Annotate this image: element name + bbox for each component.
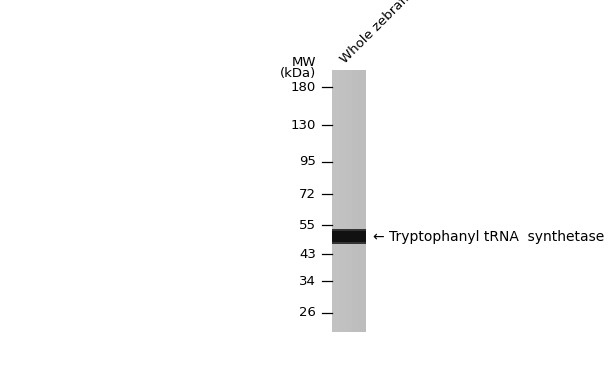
Bar <box>333 242 366 244</box>
Bar <box>333 229 366 231</box>
Bar <box>359 70 366 332</box>
Text: 72: 72 <box>299 188 316 201</box>
Text: 34: 34 <box>299 275 316 288</box>
Text: 43: 43 <box>299 247 316 260</box>
Text: 95: 95 <box>299 155 316 169</box>
Text: (kDa): (kDa) <box>280 67 316 80</box>
Text: ← Tryptophanyl tRNA  synthetase: ← Tryptophanyl tRNA synthetase <box>373 229 604 244</box>
Text: 55: 55 <box>299 219 316 232</box>
Bar <box>333 70 339 332</box>
Bar <box>339 70 346 332</box>
Text: MW: MW <box>292 56 316 69</box>
Text: 26: 26 <box>299 306 316 319</box>
Bar <box>333 70 366 332</box>
Bar <box>352 70 359 332</box>
Bar <box>346 70 352 332</box>
Bar <box>333 229 366 244</box>
Text: Whole zebrafish: Whole zebrafish <box>338 0 423 67</box>
Text: 130: 130 <box>291 119 316 132</box>
Text: 180: 180 <box>291 81 316 94</box>
